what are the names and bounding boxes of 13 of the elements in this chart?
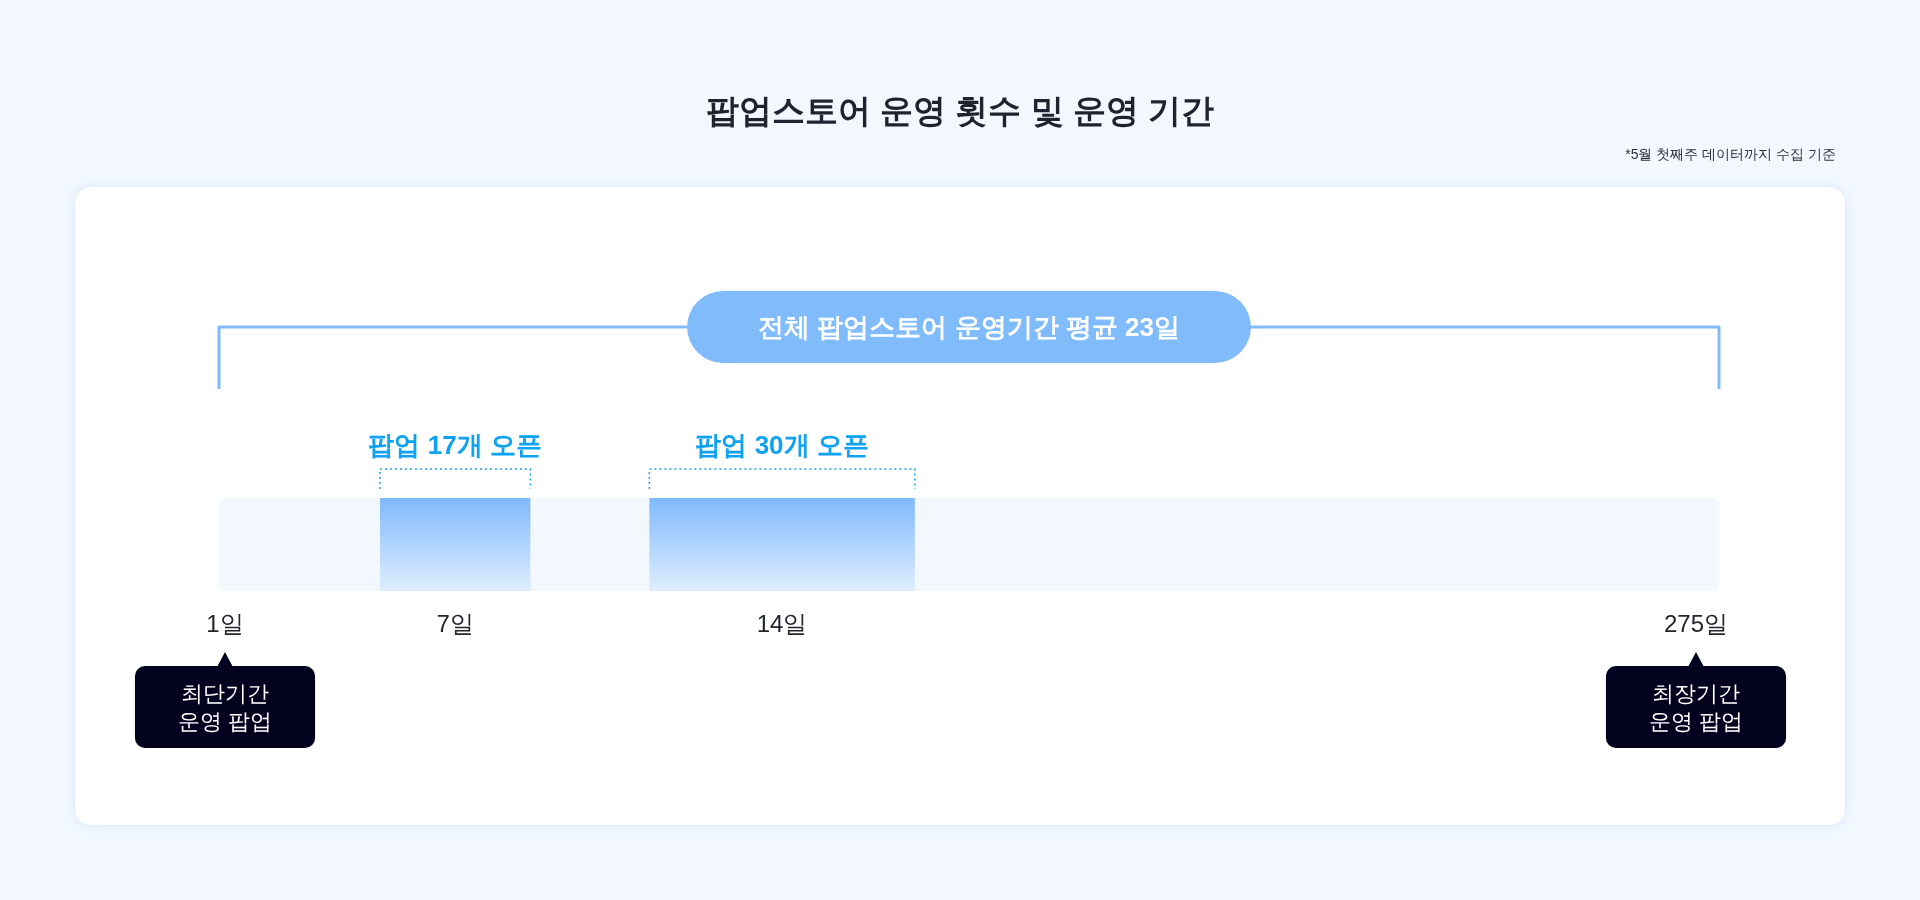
value-label: 팝업 17개 오픈	[368, 430, 542, 460]
average-label: 전체 팝업스토어 운영기간 평균 23일	[758, 312, 1180, 342]
callout-text: 운영 팝업	[1648, 709, 1744, 734]
note: *5월 첫째주 데이터까지 수집 기준	[1625, 146, 1836, 162]
callout-text: 최단기간	[181, 681, 269, 706]
title: 팝업스토어 운영 횟수 및 운영 기간	[706, 92, 1214, 129]
category-label: 7일	[436, 610, 474, 637]
callout-text: 최장기간	[1652, 681, 1740, 706]
callout-text: 운영 팝업	[177, 709, 273, 734]
category-label: 1일	[206, 610, 244, 637]
category-label: 14일	[756, 610, 808, 637]
category-label: 275일	[1664, 610, 1728, 637]
value-label: 팝업 30개 오픈	[695, 430, 869, 460]
